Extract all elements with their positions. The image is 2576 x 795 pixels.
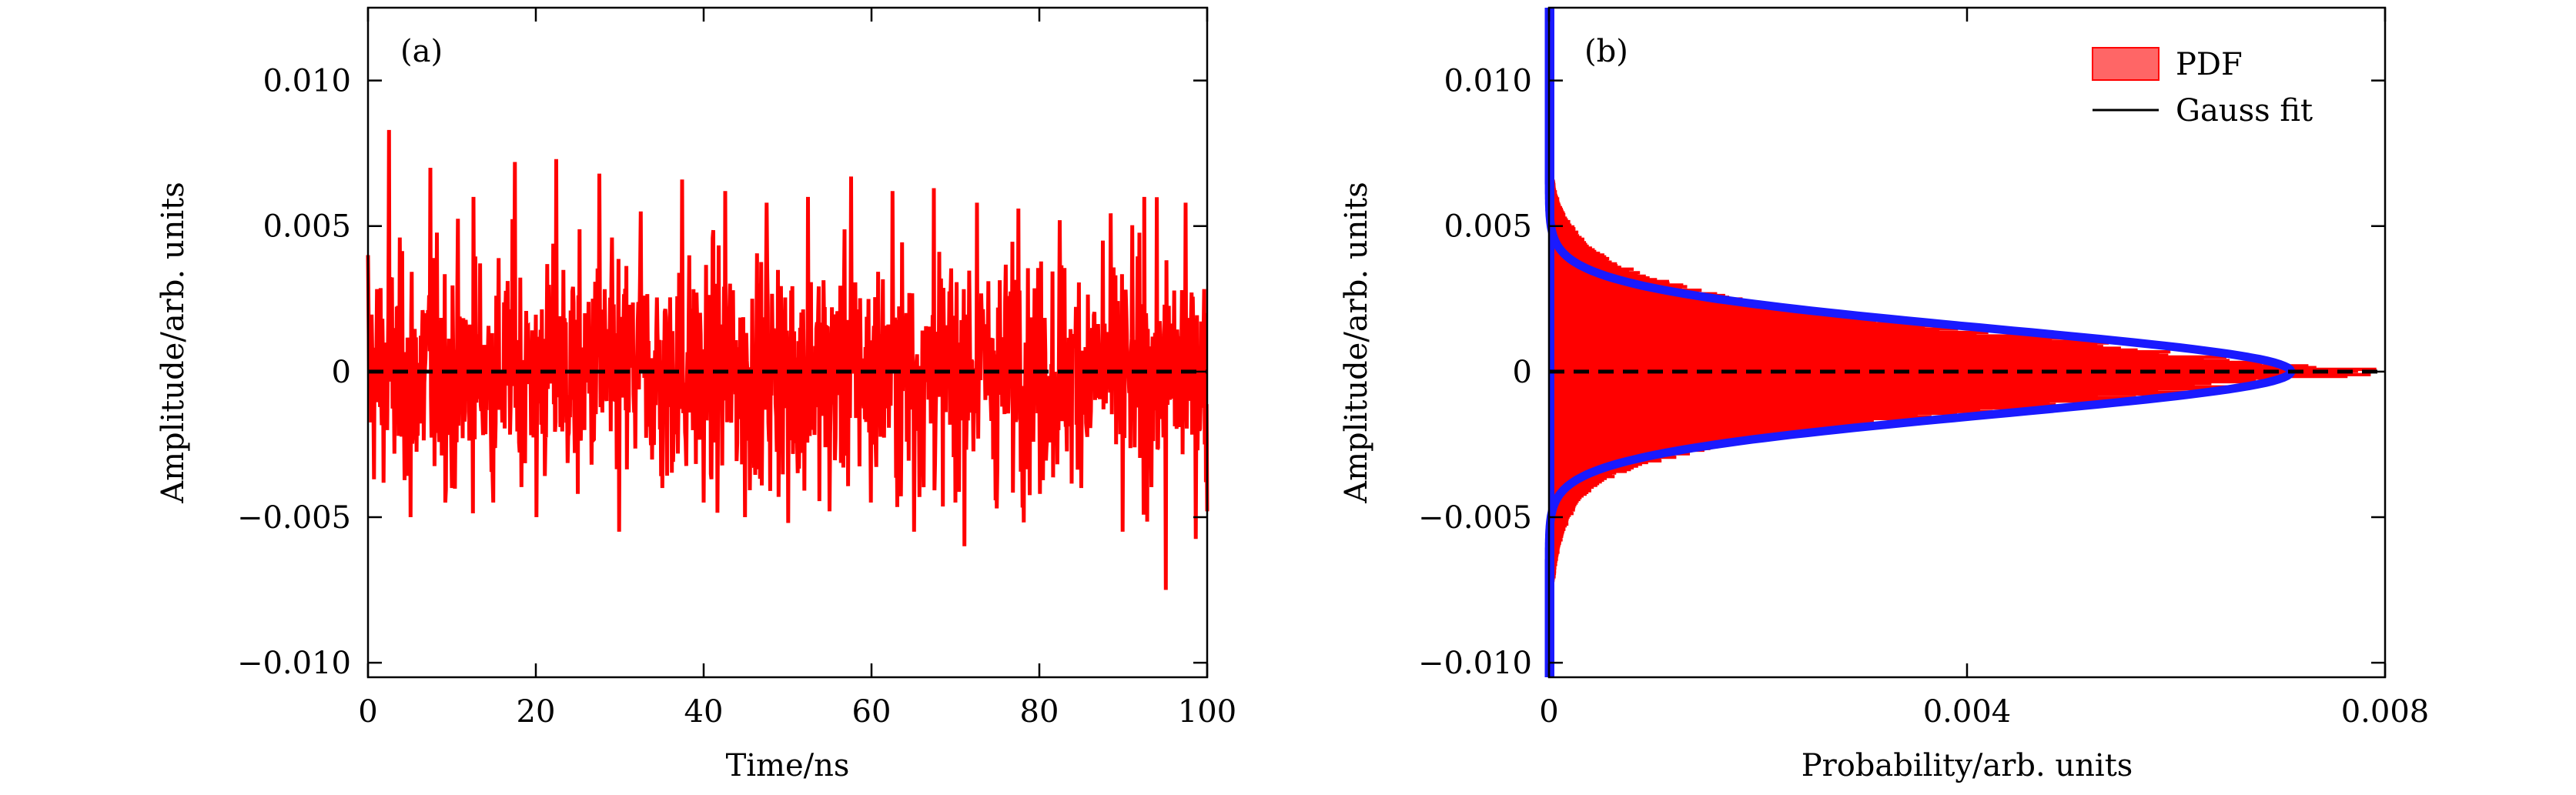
panel-a-x-tick-label: 60 [852, 694, 892, 730]
legend-gauss-label: Gauss fit [2176, 93, 2313, 129]
panel-a-x-tick-label: 20 [517, 694, 556, 730]
legend-pdf-label: PDF [2176, 47, 2243, 82]
x-axis-label-a: Time/ns [726, 748, 850, 783]
x-axis-ticks-a: 0 20 40 60 80 100 [358, 8, 1236, 730]
panel-a-y-tick-label: −0.010 [237, 646, 351, 681]
panel-label-b: (b) [1584, 34, 1628, 69]
panel-a-x-tick-label: 40 [684, 694, 724, 730]
y-axis-ticks-a: −0.010 −0.005 0 0.005 0.010 [237, 64, 1207, 681]
panel-b-x-tick-label: 0.004 [1923, 694, 2012, 730]
x-axis-label-b: Probability/arb. units [1802, 748, 2133, 783]
panel-a-y-tick-label: 0.005 [263, 209, 351, 245]
y-axis-label-a: Amplitude/arb. units [156, 182, 191, 504]
noise-trace-series [366, 129, 1209, 590]
panel-label-a: (a) [400, 34, 443, 69]
panel-a: 0 20 40 60 80 100 −0.010 −0.005 0 0.005 0.010 (a)… [156, 6, 1236, 783]
panel-b-y-tick-label: 0.010 [1444, 64, 1532, 99]
panel-a-x-tick-label: 100 [1178, 694, 1236, 730]
panel-a-y-tick-label: −0.005 [237, 500, 351, 536]
x-axis-ticks-b: 0 0.004 0.008 [1539, 8, 2429, 730]
plot-frame-a [366, 6, 1209, 679]
panel-b-x-tick-label: 0.008 [2341, 694, 2430, 730]
legend: PDF Gauss fit [2092, 47, 2313, 129]
pdf-histogram [1548, 123, 2377, 583]
legend-pdf-swatch [2092, 47, 2159, 81]
panel-b-y-tick-label: −0.010 [1418, 646, 1532, 681]
panel-b-y-tick-label: 0.005 [1444, 209, 1532, 245]
panel-b-y-tick-label: 0 [1513, 355, 1532, 390]
panel-a-x-tick-label: 80 [1020, 694, 1059, 730]
panel-b-x-tick-label: 0 [1539, 694, 1558, 730]
y-axis-ticks-b: −0.010 −0.005 0 0.005 0.010 [1418, 64, 2385, 681]
panel-a-y-tick-label: 0 [332, 355, 351, 390]
panel-a-x-tick-label: 0 [358, 694, 377, 730]
noise-trace [366, 129, 1209, 590]
panel-b-y-tick-label: −0.005 [1418, 500, 1532, 536]
panel-a-y-tick-label: 0.010 [263, 64, 351, 99]
y-axis-label-b: Amplitude/arb. units [1339, 182, 1374, 504]
